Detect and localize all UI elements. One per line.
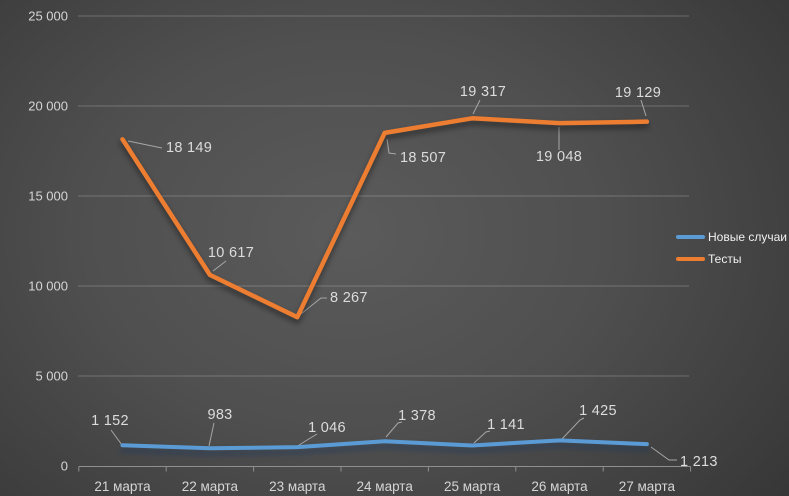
data-label[interactable]: 19 129 [615, 85, 661, 101]
data-label-leader-line [473, 430, 491, 444]
data-label[interactable]: 1 141 [487, 417, 525, 433]
data-label[interactable]: 18 149 [166, 140, 212, 156]
data-label[interactable]: 1 213 [680, 454, 718, 470]
x-axis-label[interactable]: 25 марта [444, 479, 501, 494]
y-axis-label[interactable]: 15 000 [28, 189, 68, 204]
x-axis-label[interactable]: 26 марта [531, 479, 588, 494]
data-label[interactable]: 10 617 [208, 245, 254, 261]
data-label[interactable]: 1 425 [579, 403, 617, 419]
data-label-leader-line [640, 99, 647, 117]
data-label-leader-line [385, 421, 403, 438]
y-axis-label[interactable]: 20 000 [28, 99, 68, 114]
data-label-leader-line [208, 422, 215, 447]
data-label-leader-line [127, 140, 163, 149]
x-axis-label[interactable]: 23 марта [269, 479, 326, 494]
data-label[interactable]: 18 507 [400, 150, 446, 166]
legend: Новые случаи Тесты [676, 229, 787, 266]
series-line-tests[interactable] [120, 116, 650, 320]
data-label-leader-line [650, 446, 677, 461]
x-axis-label[interactable]: 24 марта [357, 479, 414, 494]
data-label-leader-line [386, 138, 397, 155]
data-label[interactable]: 1 046 [308, 420, 346, 436]
y-axis-label[interactable]: 0 [61, 459, 68, 474]
legend-item-new-cases[interactable]: Новые случаи [676, 229, 787, 244]
data-label[interactable]: 19 317 [460, 84, 506, 100]
legend-swatch-tests-icon [676, 256, 705, 261]
data-label-leader-line [298, 433, 318, 446]
data-label-leader-line [300, 297, 327, 315]
y-axis-label[interactable]: 5 000 [35, 369, 68, 384]
data-label[interactable]: 8 267 [330, 290, 368, 306]
x-axis-label[interactable]: 22 марта [182, 479, 239, 494]
series-line-new-cases[interactable] [120, 438, 649, 451]
data-label-leader-line [472, 99, 481, 115]
legend-item-tests[interactable]: Тесты [676, 251, 787, 266]
data-label-leader-line [212, 260, 227, 272]
data-label-leader-line [110, 429, 123, 446]
legend-swatch-new-cases-icon [676, 234, 705, 239]
data-label[interactable]: 983 [207, 407, 232, 423]
data-label[interactable]: 1 378 [398, 408, 436, 424]
data-label-leader-line [561, 417, 585, 440]
y-axis-label[interactable]: 25 000 [28, 9, 68, 24]
data-label[interactable]: 1 152 [91, 413, 129, 429]
data-label[interactable]: 19 048 [536, 149, 582, 165]
legend-label-new-cases: Новые случаи [708, 229, 787, 244]
x-axis-label[interactable]: 27 марта [619, 479, 676, 494]
x-axis-label[interactable]: 21 марта [94, 479, 151, 494]
y-axis-label[interactable]: 10 000 [28, 279, 68, 294]
legend-label-tests: Тесты [708, 251, 742, 266]
